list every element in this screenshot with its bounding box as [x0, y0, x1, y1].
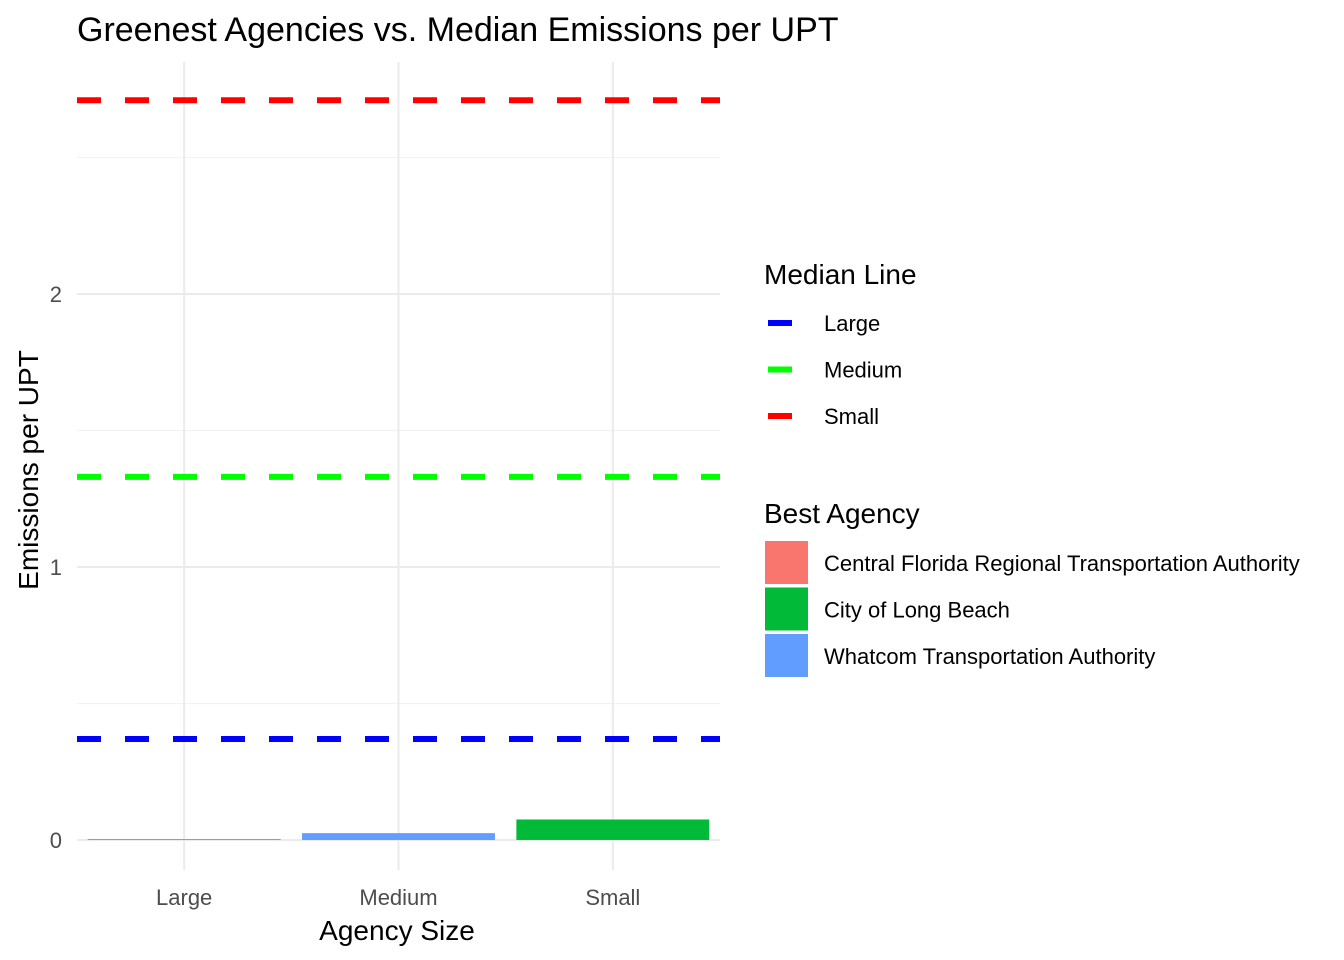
legend-agency-swatch: [765, 587, 808, 631]
legend-agency-swatch: [765, 634, 808, 677]
legend-agency-title: Best Agency: [764, 498, 920, 529]
legend-median-label: Large: [824, 311, 880, 336]
y-axis-title: Emissions per UPT: [13, 350, 44, 590]
x-tick-label: Small: [585, 885, 640, 910]
y-tick-label: 2: [50, 282, 62, 307]
legend-median-title: Median Line: [764, 259, 917, 290]
legend-agency-label: City of Long Beach: [824, 598, 1010, 623]
legend-agency-swatch: [765, 541, 808, 584]
x-ticks: Large Medium Small: [156, 885, 640, 910]
legend-median-label: Small: [824, 404, 879, 429]
bar-small: [516, 819, 710, 840]
x-tick-label: Large: [156, 885, 212, 910]
median-lines: [77, 97, 720, 742]
bar-large: [87, 838, 281, 840]
legend-median-label: Medium: [824, 358, 902, 383]
y-tick-label: 0: [50, 828, 62, 853]
bars: [87, 819, 710, 840]
legend-median: Median Line Large Medium Small: [764, 259, 917, 429]
x-tick-label: Medium: [359, 885, 437, 910]
y-tick-label: 1: [50, 555, 62, 580]
bar-medium: [302, 833, 495, 840]
legend-agency-label: Central Florida Regional Transportation …: [824, 551, 1300, 576]
legend-agency: Best Agency Central Florida Regional Tra…: [764, 498, 1300, 677]
y-ticks: 0 1 2: [50, 282, 62, 853]
chart-title: Greenest Agencies vs. Median Emissions p…: [77, 11, 839, 49]
x-axis-title: Agency Size: [319, 915, 475, 946]
grid-major: [77, 62, 720, 870]
legend-agency-label: Whatcom Transportation Authority: [824, 644, 1155, 669]
